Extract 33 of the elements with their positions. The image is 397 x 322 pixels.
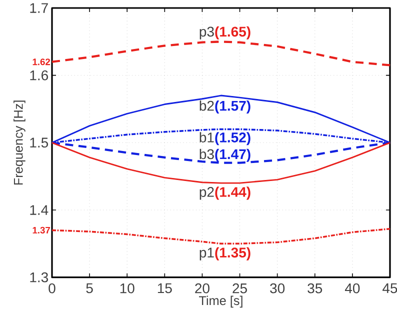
- data-label: (1.65): [215, 26, 250, 40]
- x-tick-label: 15: [158, 283, 172, 293]
- y-tick-label: 1.5: [30, 138, 48, 148]
- series-label: p2: [200, 186, 214, 200]
- line-series: [50, 40, 392, 66]
- x-tick-label: 45: [382, 283, 397, 293]
- x-tick-label: 5: [86, 283, 93, 293]
- series-label: p3: [200, 26, 214, 40]
- x-axis-title: Time [s]: [199, 296, 242, 308]
- data-label: (1.35): [215, 247, 250, 260]
- data-label: (1.47): [215, 148, 250, 162]
- x-tick-label: 20: [195, 283, 210, 294]
- data-label: (1.52): [215, 132, 250, 146]
- y-tick-label: 1.6: [30, 70, 48, 80]
- data-label: 1.37: [32, 226, 50, 234]
- series-label: b1: [200, 132, 214, 142]
- series-label: p1: [200, 248, 214, 260]
- y-tick-label: 1.4: [30, 205, 48, 215]
- x-tick-label: 35: [308, 283, 322, 294]
- data-label: (1.44): [215, 186, 250, 200]
- data-label: (1.57): [215, 100, 250, 114]
- x-tick-label: 10: [120, 283, 134, 294]
- series-label: b2: [200, 100, 214, 111]
- series-label: b3: [200, 148, 214, 160]
- y-tick-label: 1.3: [30, 272, 48, 282]
- y-tick-label: 1.7: [30, 3, 48, 13]
- x-tick-label: 30: [270, 283, 285, 294]
- line-series: [51, 228, 391, 244]
- x-tick-label: 25: [232, 283, 247, 294]
- x-tick-label: 40: [344, 283, 360, 294]
- data-label: 1.62: [32, 58, 50, 66]
- y-axis-title: Frequency [Hz]: [14, 100, 26, 184]
- x-tick-label: 0: [48, 283, 56, 294]
